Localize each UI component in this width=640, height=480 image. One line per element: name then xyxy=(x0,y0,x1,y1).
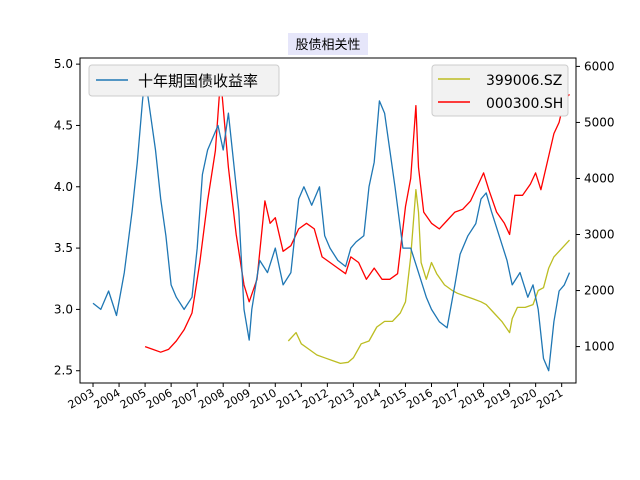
series-line-yield xyxy=(92,75,571,372)
legend-label-399006: 399006.SZ xyxy=(486,73,562,89)
y-right-tick-label: 4000 xyxy=(584,171,615,185)
y-right-tick-label: 1000 xyxy=(584,340,615,354)
legend-left: 十年期国债收益率 xyxy=(88,64,280,97)
y-right-tick-label: 6000 xyxy=(584,59,615,73)
y-axis-right: 1000 2000 3000 4000 5000 6000 xyxy=(576,59,615,354)
y-left-tick-label: 3.5 xyxy=(54,241,73,255)
x-axis: 2003200420052006200720082009201020112012… xyxy=(66,383,565,412)
legend-left-box xyxy=(88,64,280,97)
y-left-tick-label: 4.5 xyxy=(54,118,73,132)
plot-frame xyxy=(79,57,577,384)
y-axis-left: 2.5 3.0 3.5 4.0 4.5 5.0 xyxy=(54,57,80,378)
y-right-tick-label: 3000 xyxy=(584,228,615,242)
y-right-tick-label: 5000 xyxy=(584,115,615,129)
legend-right-box xyxy=(431,64,569,117)
legend-label-yield: 十年期国债收益率 xyxy=(138,72,258,90)
y-left-tick-label: 2.5 xyxy=(54,364,73,378)
legend-label-000300: 000300.SH xyxy=(486,96,563,112)
y-left-tick-label: 5.0 xyxy=(54,57,73,71)
legend-right: 399006.SZ 000300.SH xyxy=(431,64,569,117)
y-left-tick-label: 4.0 xyxy=(54,180,73,194)
y-left-tick-label: 3.0 xyxy=(54,302,73,316)
chart-title-box xyxy=(288,33,368,55)
chart-title: 股债相关性 xyxy=(288,33,368,55)
y-right-tick-label: 2000 xyxy=(584,284,615,298)
chart-title-text: 股债相关性 xyxy=(295,38,360,53)
series-line-399006 xyxy=(287,189,570,365)
